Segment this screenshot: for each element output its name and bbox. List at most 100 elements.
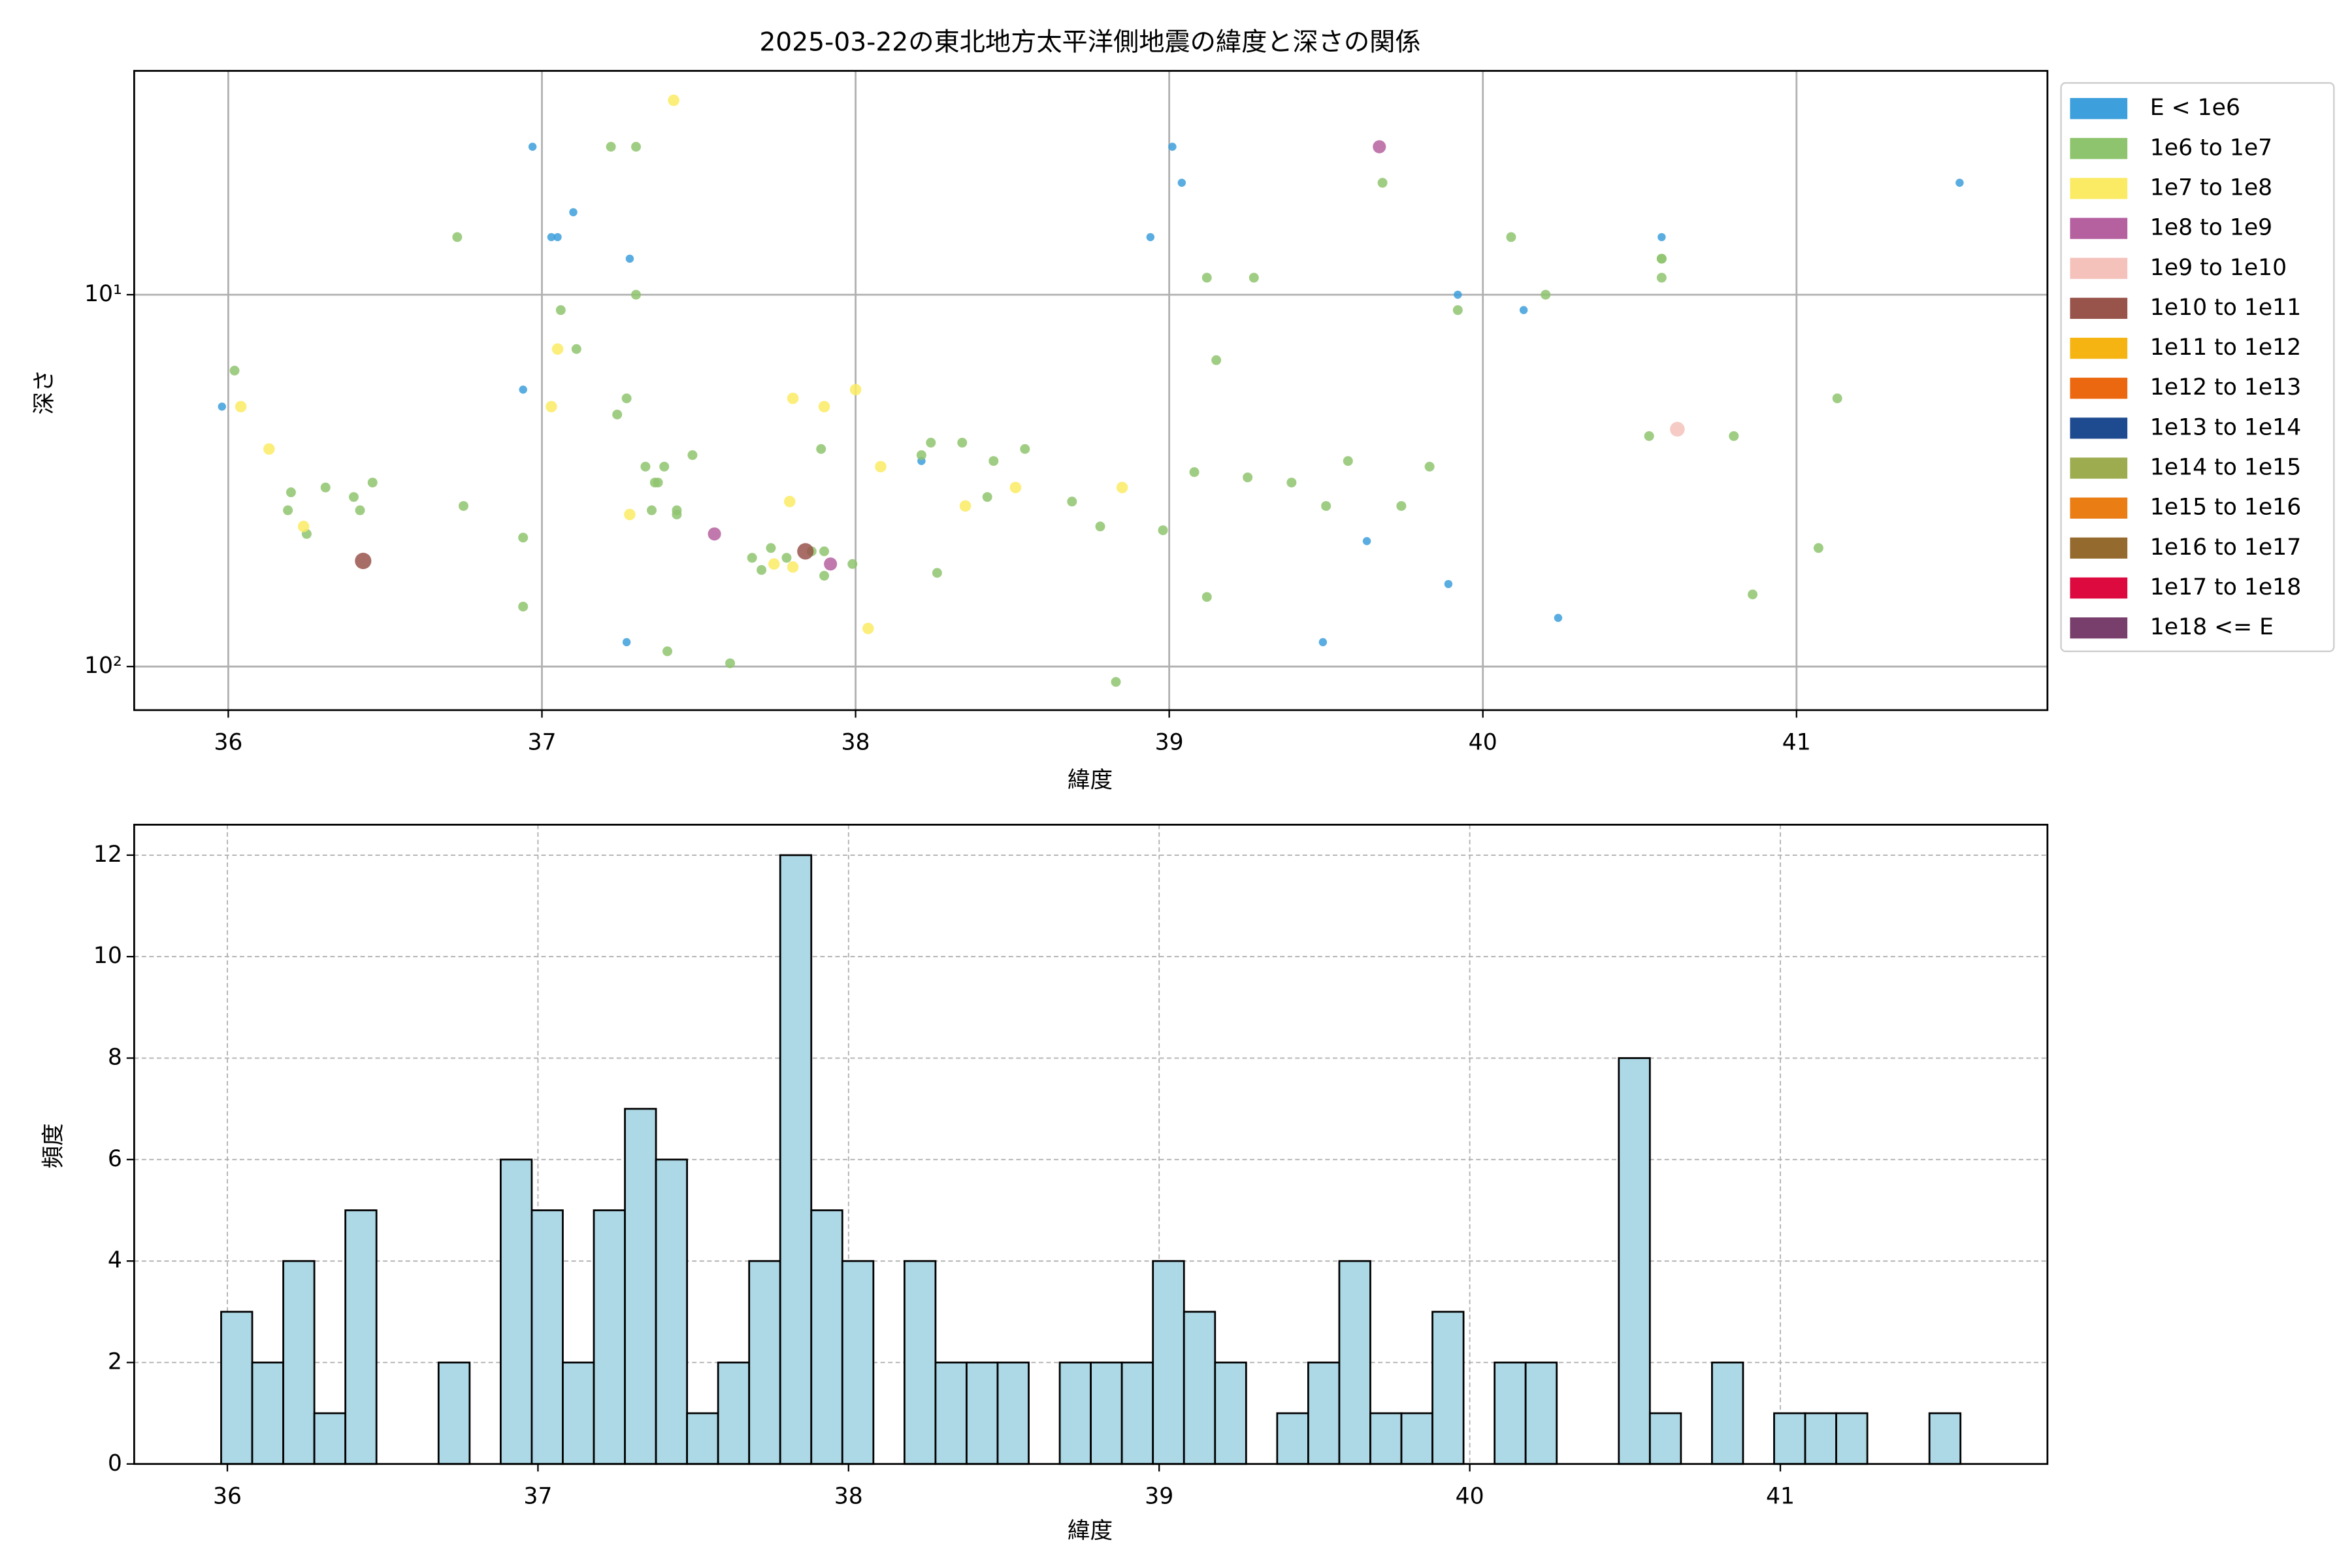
data-point <box>1644 431 1654 441</box>
legend-swatch <box>2070 577 2128 599</box>
legend-swatch <box>2070 378 2128 399</box>
histogram-bar <box>1648 1412 1682 1465</box>
data-point <box>1444 580 1453 589</box>
x-tick-label: 39 <box>1145 1484 1173 1510</box>
data-point <box>653 478 663 488</box>
legend-box <box>2060 82 2335 653</box>
data-point <box>631 289 642 300</box>
histogram-bar <box>1058 1362 1092 1465</box>
data-point <box>957 438 968 448</box>
data-point <box>672 509 682 519</box>
data-point <box>452 232 463 242</box>
x-axis-label: 緯度 <box>1068 1518 1113 1544</box>
x-tick-label: 41 <box>1782 730 1811 756</box>
data-point <box>320 482 331 493</box>
data-point <box>624 508 636 521</box>
data-point <box>768 558 780 570</box>
data-point <box>1519 306 1528 314</box>
data-point <box>819 546 830 557</box>
y-axis-label: 頻度 <box>41 1123 67 1168</box>
data-point <box>1111 677 1121 687</box>
data-point <box>1116 482 1128 493</box>
data-point <box>571 344 581 354</box>
chart-title: 2025-03-22の東北地方太平洋側地震の緯度と深さの関係 <box>759 27 1420 57</box>
data-point <box>1177 178 1186 188</box>
y-tick-label: 6 <box>108 1146 122 1172</box>
legend-swatch <box>2070 417 2128 439</box>
data-point <box>1318 638 1328 647</box>
data-point <box>621 393 632 404</box>
data-point <box>612 409 623 419</box>
legend-swatch <box>2070 457 2128 479</box>
data-point <box>818 400 830 413</box>
data-point <box>1158 525 1168 536</box>
data-point <box>1955 178 1964 188</box>
data-point <box>1362 537 1371 546</box>
data-point <box>1321 500 1331 511</box>
x-tick-label: 40 <box>1469 730 1497 756</box>
data-point <box>816 444 826 454</box>
y-axis-label: 深さ <box>31 369 57 414</box>
data-point <box>519 385 527 394</box>
histogram-bar <box>1773 1412 1806 1465</box>
data-point <box>528 142 537 151</box>
histogram-bar <box>1090 1362 1123 1465</box>
data-point <box>218 402 227 411</box>
histogram-bar <box>437 1362 471 1465</box>
x-tick-label: 37 <box>523 1484 552 1510</box>
legend-label: 1e9 to 1e10 <box>2150 255 2287 281</box>
data-point <box>1201 592 1212 602</box>
histogram-bar <box>1307 1362 1341 1465</box>
data-point <box>1506 232 1516 242</box>
x-tick-label: 39 <box>1155 730 1184 756</box>
legend-label: E < 1e6 <box>2150 95 2240 121</box>
data-point <box>659 461 670 472</box>
data-point <box>1658 233 1666 242</box>
data-point <box>849 384 862 396</box>
histogram-bar <box>1152 1260 1185 1465</box>
data-point <box>708 527 721 541</box>
y-tick-label: 10² <box>84 653 122 679</box>
histogram-bar <box>966 1362 999 1465</box>
y-tick-label: 4 <box>108 1247 122 1273</box>
x-tick-label: 40 <box>1456 1484 1484 1510</box>
histogram-bar <box>903 1260 937 1465</box>
data-point <box>926 438 936 448</box>
data-point <box>1020 444 1030 454</box>
data-point <box>555 305 566 316</box>
data-point <box>916 450 926 461</box>
data-point <box>297 521 310 532</box>
histogram-bar <box>686 1412 719 1465</box>
data-point <box>622 638 631 647</box>
legend-label: 1e12 to 1e13 <box>2150 374 2301 400</box>
data-point <box>551 343 564 355</box>
histogram-bar <box>1835 1412 1869 1465</box>
y-tick-label: 0 <box>108 1450 122 1477</box>
data-point <box>1009 482 1022 493</box>
histogram-bar <box>1338 1260 1371 1465</box>
legend-label: 1e8 to 1e9 <box>2150 215 2272 241</box>
data-point <box>824 557 838 571</box>
data-point <box>647 505 657 515</box>
legend-label: 1e16 to 1e17 <box>2150 534 2301 561</box>
legend-swatch <box>2070 178 2128 199</box>
histogram-bar <box>593 1209 626 1465</box>
data-point <box>286 487 296 498</box>
data-point <box>367 478 378 488</box>
histogram-bar <box>1711 1362 1744 1465</box>
histogram-bar <box>1183 1311 1217 1465</box>
histogram-bar <box>562 1362 595 1465</box>
data-point <box>862 623 874 634</box>
legend-swatch <box>2070 617 2128 639</box>
legend-swatch <box>2070 257 2128 279</box>
data-point <box>235 400 247 413</box>
x-tick-label: 38 <box>834 1484 863 1510</box>
histogram-bar <box>1524 1362 1558 1465</box>
histogram-bar <box>1928 1412 1962 1465</box>
data-point <box>662 646 673 657</box>
data-point <box>631 142 642 152</box>
data-point <box>1396 500 1407 511</box>
plot-frame <box>133 823 2049 1465</box>
data-point <box>787 561 799 573</box>
